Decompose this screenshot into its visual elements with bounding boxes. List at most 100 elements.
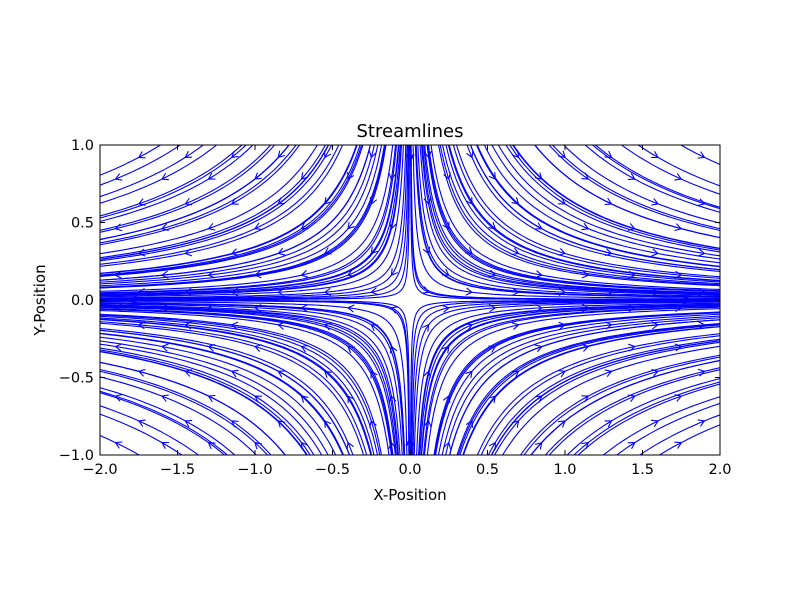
stream-arrowhead xyxy=(421,286,430,294)
streamline xyxy=(100,302,405,455)
streamline xyxy=(638,414,720,455)
stream-arrowhead xyxy=(207,394,216,403)
stream-arrowhead xyxy=(114,173,123,181)
stream-arrowhead xyxy=(277,197,286,205)
stream-arrowhead xyxy=(674,223,682,232)
streamline xyxy=(544,367,720,455)
stream-arrowhead xyxy=(388,172,397,180)
stream-arrowhead xyxy=(277,150,286,158)
streamline xyxy=(100,349,311,455)
stream-arrowhead xyxy=(423,370,431,379)
streamline xyxy=(100,392,226,455)
stream-arrowhead xyxy=(650,419,659,427)
streamline xyxy=(100,306,397,455)
streamline xyxy=(491,145,720,260)
streamline xyxy=(100,145,364,277)
stream-arrowhead xyxy=(465,420,473,428)
streamline xyxy=(591,145,720,210)
streamline xyxy=(476,145,720,267)
streamline xyxy=(100,145,387,289)
streamline xyxy=(100,317,375,455)
stream-arrowhead xyxy=(254,270,262,279)
stream-arrowhead xyxy=(368,150,377,158)
stream-arrowhead xyxy=(388,442,396,450)
stream-arrowhead xyxy=(581,442,589,450)
stream-arrowhead xyxy=(534,442,543,450)
streamline xyxy=(100,145,318,255)
stream-arrowhead xyxy=(130,295,138,304)
stream-arrowhead xyxy=(604,369,613,377)
stream-arrowhead xyxy=(114,343,123,352)
streamline xyxy=(100,350,308,455)
streamline xyxy=(100,318,373,455)
stream-arrowhead xyxy=(277,370,286,378)
stream-arrowhead xyxy=(422,324,430,332)
stream-arrowhead xyxy=(465,323,473,331)
streamline xyxy=(410,299,720,455)
stream-arrowhead xyxy=(277,288,285,296)
streamline xyxy=(100,390,229,455)
stream-arrowhead xyxy=(347,172,355,180)
streamline xyxy=(428,145,720,292)
streamline xyxy=(100,413,183,455)
stream-arrowhead xyxy=(347,304,355,313)
streamline xyxy=(420,145,720,295)
streamline xyxy=(100,145,363,277)
streamline xyxy=(410,145,720,301)
streamline xyxy=(100,327,354,455)
stream-arrowhead xyxy=(138,368,146,377)
stream-arrowhead xyxy=(534,222,543,230)
streamline xyxy=(100,145,383,287)
stream-arrowhead xyxy=(511,150,520,158)
stream-arrowhead xyxy=(511,322,520,330)
stream-arrowhead xyxy=(277,420,286,428)
streamline xyxy=(594,145,720,208)
stream-arrowhead xyxy=(254,344,262,352)
stream-arrowhead xyxy=(347,221,355,230)
stream-arrowhead xyxy=(207,343,216,352)
stream-arrowhead xyxy=(443,395,451,404)
stream-arrowhead xyxy=(558,248,566,256)
x-tick-label: −1.0 xyxy=(237,462,272,478)
streamline xyxy=(100,299,410,455)
stream-arrowhead xyxy=(628,304,636,312)
streamline xyxy=(100,145,361,276)
streamline xyxy=(415,145,720,298)
stream-arrowhead xyxy=(370,370,378,379)
stream-arrowhead xyxy=(207,223,216,231)
stream-arrowhead xyxy=(114,303,122,312)
streamline xyxy=(409,299,720,455)
streamline xyxy=(100,306,396,455)
stream-arrowhead xyxy=(324,322,332,331)
stream-arrowhead xyxy=(511,247,520,255)
streamline xyxy=(100,434,141,455)
stream-arrowhead xyxy=(557,420,566,428)
stream-arrowhead xyxy=(231,288,239,296)
streamline xyxy=(421,145,720,295)
y-axis-label: Y-Position xyxy=(31,264,49,336)
stream-arrowhead xyxy=(369,420,377,428)
stream-arrowhead xyxy=(161,223,169,231)
stream-arrowhead xyxy=(138,248,146,257)
stream-arrowhead xyxy=(130,296,138,305)
stream-arrowhead xyxy=(650,151,659,159)
stream-arrowhead xyxy=(488,222,496,230)
streamline xyxy=(480,335,720,455)
streamline xyxy=(577,383,720,455)
stream-arrowhead xyxy=(605,321,613,330)
streamline xyxy=(100,336,337,455)
streamline xyxy=(466,145,720,273)
stream-arrowhead xyxy=(674,173,682,181)
streamline xyxy=(100,145,408,300)
streamline xyxy=(100,347,315,455)
streamline xyxy=(420,305,720,455)
stream-arrowhead xyxy=(389,345,398,354)
streamline xyxy=(100,370,269,455)
stream-arrowhead xyxy=(300,304,308,313)
streamline xyxy=(100,332,345,455)
x-tick-label: −2.0 xyxy=(82,462,117,478)
streamline xyxy=(100,300,408,455)
stream-arrowhead xyxy=(114,441,123,449)
streamline xyxy=(100,145,394,292)
streamline xyxy=(448,145,720,281)
